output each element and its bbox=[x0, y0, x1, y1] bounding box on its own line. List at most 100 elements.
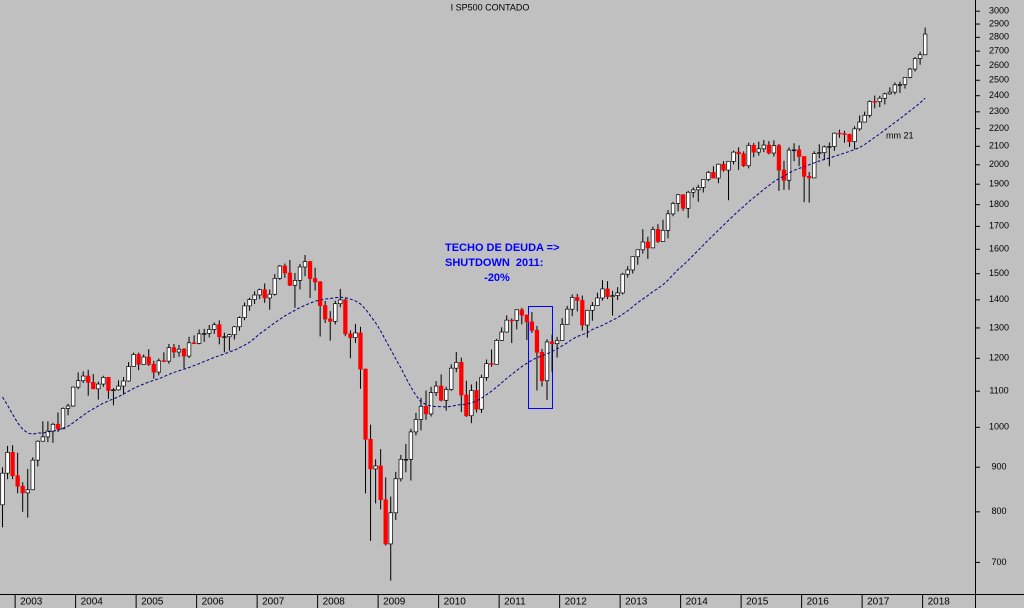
candle-body bbox=[287, 272, 293, 286]
candle-body bbox=[665, 213, 671, 231]
candle-body bbox=[126, 366, 131, 382]
x-tick-label: 2018 bbox=[928, 597, 951, 608]
candle-body bbox=[907, 68, 913, 78]
x-tick-label: 2010 bbox=[444, 597, 467, 608]
candle-body bbox=[590, 305, 595, 311]
y-tick-label: 2600 bbox=[989, 60, 1009, 70]
candle-body bbox=[812, 153, 817, 179]
candle-body bbox=[776, 145, 782, 171]
y-tick-label: 2700 bbox=[989, 45, 1009, 55]
y-tick-label: 2400 bbox=[989, 90, 1009, 100]
candle-body bbox=[196, 333, 202, 344]
candle-body bbox=[217, 324, 222, 338]
y-tick-label: 1300 bbox=[989, 322, 1009, 332]
moving-average-line bbox=[2, 97, 926, 435]
annotation: SHUTDOWN 2011: bbox=[445, 257, 543, 269]
candle-body bbox=[882, 93, 887, 99]
x-tick-label: 2004 bbox=[81, 597, 104, 608]
candle-body bbox=[620, 273, 625, 294]
candle-body bbox=[247, 299, 252, 307]
candle-body bbox=[297, 266, 303, 281]
candle-body bbox=[35, 440, 40, 461]
candle-body bbox=[20, 485, 25, 494]
candle-body bbox=[877, 97, 882, 102]
y-tick-label: 700 bbox=[991, 557, 1006, 567]
candle-body bbox=[817, 152, 822, 154]
candle-body bbox=[166, 347, 172, 362]
candle-body bbox=[207, 329, 212, 334]
candle-body bbox=[454, 362, 459, 369]
chart-title: I SP500 CONTADO bbox=[451, 2, 530, 12]
candle-body bbox=[761, 144, 766, 150]
candle-body bbox=[605, 288, 610, 297]
candle-body bbox=[489, 363, 494, 365]
candle-body bbox=[45, 430, 51, 438]
candle-body bbox=[847, 133, 852, 142]
candle-body bbox=[706, 172, 711, 180]
candle-body bbox=[630, 256, 635, 271]
candle-body bbox=[333, 303, 338, 322]
candle-body bbox=[227, 334, 232, 338]
candle-body bbox=[111, 389, 116, 391]
y-tick-label: 1200 bbox=[989, 353, 1009, 363]
candle-body bbox=[897, 84, 903, 86]
candle-body bbox=[257, 289, 262, 296]
x-tick-label: 2011 bbox=[504, 597, 526, 608]
candle-body bbox=[176, 348, 182, 353]
candle-body bbox=[796, 149, 802, 157]
candle-body bbox=[726, 161, 731, 171]
candle-body bbox=[373, 465, 378, 470]
candle-body bbox=[549, 341, 555, 345]
candle-body bbox=[388, 512, 393, 545]
candle-body bbox=[902, 77, 908, 85]
candle-body bbox=[398, 458, 403, 480]
candle-body bbox=[212, 324, 217, 330]
candle-body bbox=[433, 385, 439, 393]
candle-body bbox=[807, 175, 812, 179]
candle-body bbox=[317, 281, 323, 306]
candle-body bbox=[413, 419, 419, 433]
y-tick-label: 1800 bbox=[989, 199, 1009, 209]
candle-body bbox=[156, 360, 161, 373]
candle-body bbox=[539, 351, 545, 382]
candle-body bbox=[595, 297, 600, 306]
y-tick-label: 2100 bbox=[989, 141, 1009, 151]
candle-body bbox=[670, 203, 676, 215]
candle-body bbox=[307, 261, 313, 279]
candle-body bbox=[872, 101, 877, 103]
x-tick-label: 2009 bbox=[383, 597, 406, 608]
y-tick-label: 1500 bbox=[989, 268, 1009, 278]
candle-body bbox=[81, 375, 86, 382]
candle-body bbox=[494, 340, 499, 365]
candle-body bbox=[484, 363, 489, 378]
candle-body bbox=[191, 342, 197, 344]
candle-body bbox=[171, 347, 177, 353]
candle-body bbox=[575, 297, 580, 301]
candle-body bbox=[640, 241, 645, 251]
y-tick-label: 2900 bbox=[989, 18, 1009, 28]
candle-body bbox=[15, 475, 20, 487]
candle-body bbox=[479, 377, 484, 410]
candle-body bbox=[353, 332, 358, 339]
candle-body bbox=[791, 149, 797, 152]
candle-body bbox=[222, 336, 227, 338]
candle-body bbox=[514, 309, 519, 321]
candle-body bbox=[721, 163, 726, 171]
candle-body bbox=[691, 189, 696, 193]
candle-body bbox=[746, 145, 751, 167]
x-tick-label: 2013 bbox=[625, 597, 648, 608]
candle-body bbox=[70, 386, 76, 407]
x-tick-label: 2017 bbox=[867, 597, 890, 608]
candle-body bbox=[368, 438, 373, 470]
candle-body bbox=[554, 340, 560, 345]
candle-body bbox=[504, 319, 509, 333]
candle-body bbox=[343, 299, 348, 335]
y-tick-label: 1100 bbox=[989, 386, 1008, 396]
candle-body bbox=[237, 317, 242, 328]
candle-body bbox=[857, 121, 862, 130]
candle-body bbox=[842, 133, 847, 135]
candle-body bbox=[30, 459, 35, 491]
candle-body bbox=[519, 309, 524, 316]
candle-body bbox=[292, 280, 298, 286]
candle-body bbox=[141, 356, 146, 365]
